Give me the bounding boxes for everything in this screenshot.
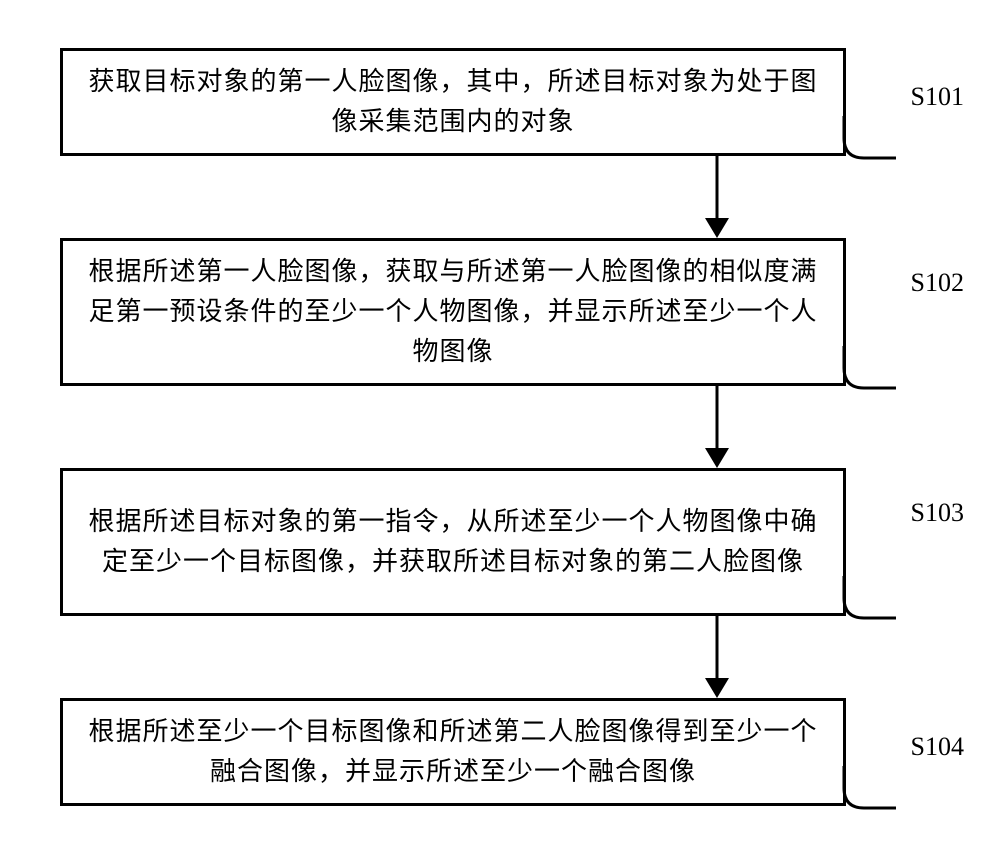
step-box: 获取目标对象的第一人脸图像，其中，所述目标对象为处于图像采集范围内的对象 bbox=[60, 48, 846, 156]
step-text: 根据所述目标对象的第一指令，从所述至少一个人物图像中确定至少一个目标图像，并获取… bbox=[85, 502, 821, 583]
step-text: 获取目标对象的第一人脸图像，其中，所述目标对象为处于图像采集范围内的对象 bbox=[85, 62, 821, 143]
bracket-icon bbox=[842, 114, 898, 160]
step-s103: 根据所述目标对象的第一指令，从所述至少一个人物图像中确定至少一个目标图像，并获取… bbox=[60, 468, 966, 616]
step-text: 根据所述第一人脸图像，获取与所述第一人脸图像的相似度满足第一预设条件的至少一个人… bbox=[85, 252, 821, 373]
arrow-head-icon bbox=[705, 678, 729, 698]
step-label-wrap: S101 bbox=[846, 48, 966, 156]
step-box: 根据所述目标对象的第一指令，从所述至少一个人物图像中确定至少一个目标图像，并获取… bbox=[60, 468, 846, 616]
step-label: S103 bbox=[911, 498, 964, 528]
bracket-icon bbox=[842, 764, 898, 810]
bracket-icon bbox=[842, 574, 898, 620]
flowchart-canvas: 获取目标对象的第一人脸图像，其中，所述目标对象为处于图像采集范围内的对象 S10… bbox=[20, 20, 980, 843]
step-s101: 获取目标对象的第一人脸图像，其中，所述目标对象为处于图像采集范围内的对象 S10… bbox=[60, 48, 966, 156]
step-label: S102 bbox=[911, 268, 964, 298]
step-label: S104 bbox=[911, 732, 964, 762]
step-label-wrap: S103 bbox=[846, 468, 966, 616]
step-label-wrap: S104 bbox=[846, 698, 966, 806]
arrow-head-icon bbox=[705, 218, 729, 238]
step-box: 根据所述至少一个目标图像和所述第二人脸图像得到至少一个融合图像，并显示所述至少一… bbox=[60, 698, 846, 806]
arrow-shaft bbox=[715, 156, 718, 218]
arrow-shaft bbox=[715, 616, 718, 678]
arrow-head-icon bbox=[705, 448, 729, 468]
step-s104: 根据所述至少一个目标图像和所述第二人脸图像得到至少一个融合图像，并显示所述至少一… bbox=[60, 698, 966, 806]
step-box: 根据所述第一人脸图像，获取与所述第一人脸图像的相似度满足第一预设条件的至少一个人… bbox=[60, 238, 846, 386]
step-label-wrap: S102 bbox=[846, 238, 966, 386]
step-label: S101 bbox=[911, 82, 964, 112]
arrow-shaft bbox=[715, 386, 718, 448]
bracket-icon bbox=[842, 344, 898, 390]
step-s102: 根据所述第一人脸图像，获取与所述第一人脸图像的相似度满足第一预设条件的至少一个人… bbox=[60, 238, 966, 386]
step-text: 根据所述至少一个目标图像和所述第二人脸图像得到至少一个融合图像，并显示所述至少一… bbox=[85, 712, 821, 793]
